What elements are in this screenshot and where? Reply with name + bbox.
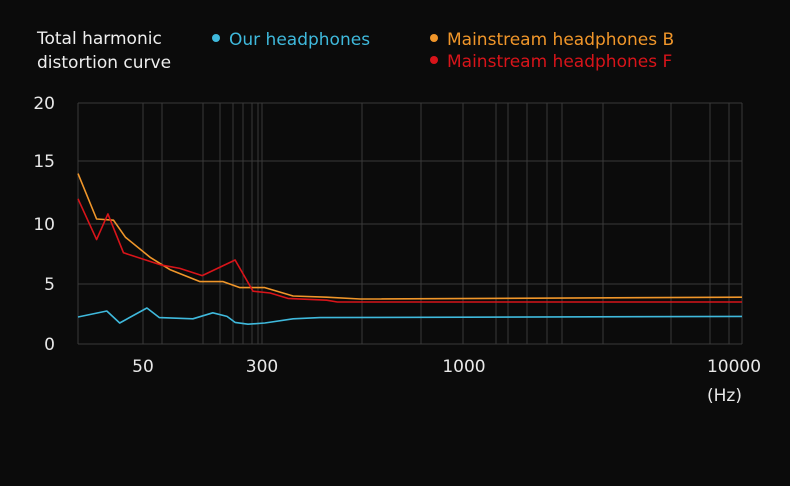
y-tick-label: 15: [33, 152, 55, 172]
x-axis-unit: (Hz): [707, 386, 742, 406]
legend-dot-icon: [430, 34, 438, 42]
legend-label: Mainstream headphones B: [447, 30, 675, 50]
x-tick-label: 300: [246, 357, 278, 377]
series-line-0: [77, 307, 743, 326]
y-tick-label: 0: [44, 335, 55, 355]
legend-item-our: Our headphones: [212, 29, 370, 51]
y-tick-label: 5: [44, 275, 55, 295]
y-tick-label: 20: [33, 94, 55, 114]
x-tick-label: 1000: [442, 357, 485, 377]
x-tick-label: 50: [132, 357, 154, 377]
chart-title: Total harmonic distortion curve: [37, 29, 172, 73]
legend-dot-icon: [212, 34, 220, 42]
legend-dot-icon: [430, 56, 438, 64]
y-tick-label: 10: [33, 215, 55, 235]
series-line-1: [77, 173, 743, 300]
legend-label: Mainstream headphones F: [447, 52, 673, 72]
series-line-2: [77, 198, 742, 303]
legend-label: Our headphones: [229, 30, 371, 50]
legend-item-b: Mainstream headphones B: [430, 29, 674, 51]
legend-item-f: Mainstream headphones F: [430, 51, 672, 73]
x-tick-label: 10000: [707, 357, 761, 377]
